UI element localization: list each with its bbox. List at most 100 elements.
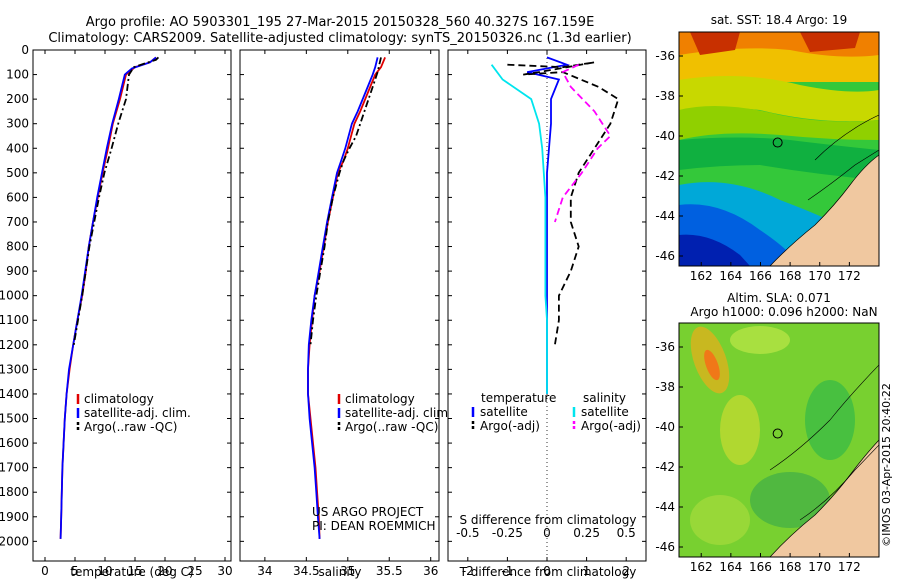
x-tick-label: 15 (127, 564, 142, 578)
x-tick-label: 5 (71, 564, 79, 578)
x-tick-label: 35 (340, 564, 355, 578)
sla-map-frame (678, 322, 880, 558)
y-tick-label: 1100 (0, 313, 29, 327)
x-tick-label: 10 (97, 564, 112, 578)
map-x-tick-label: 172 (838, 560, 861, 574)
map-y-tick-label: -46 (655, 249, 675, 263)
sst-deep-blue-band (679, 234, 750, 266)
legend-label: satellite (581, 405, 629, 419)
map-y-tick-label: -42 (655, 169, 675, 183)
y-tick-label: 300 (6, 117, 29, 131)
sla-map-title-line2: Argo h1000: 0.096 h2000: NaN (690, 305, 877, 319)
x-tick-label: 35.5 (376, 564, 403, 578)
legend-salinity-title: salinity (583, 391, 626, 405)
y-tick-label: 800 (6, 240, 29, 254)
y-tick-label: 200 (6, 92, 29, 106)
top-tick-label: -0.25 (492, 526, 523, 540)
y-tick-label: 1400 (0, 387, 29, 401)
y-tick-label: 1200 (0, 338, 29, 352)
series-line-argo-raw-qc- (309, 57, 382, 345)
map-y-tick-label: -38 (655, 89, 675, 103)
series-line-satellite-adj-clim- (307, 57, 379, 539)
map-x-tick-label: 162 (690, 269, 713, 283)
difference-top-xlabel: S difference from climatology (460, 513, 637, 527)
x-tick-label: 34.5 (293, 564, 320, 578)
sla-argo-position-marker (772, 428, 783, 439)
top-tick-label: -0.5 (456, 526, 479, 540)
series-line-satellite-adj-clim- (59, 56, 157, 539)
map-x-tick-label: 168 (779, 560, 802, 574)
sla-yellow-patch (720, 395, 760, 465)
x-tick-label: 20 (157, 564, 172, 578)
difference-xlabel: T difference from climatology (459, 565, 637, 579)
x-tick-label: 36 (423, 564, 438, 578)
legend-label: satellite (480, 405, 528, 419)
sst-yellow-band (679, 76, 879, 122)
map-y-tick-label: -46 (655, 540, 675, 554)
x-tick-label: 0 (543, 564, 551, 578)
sst-map-frame (678, 31, 880, 267)
sst-map-contour-2 (807, 149, 879, 201)
header-line1: Argo profile: AO 5903301_195 27-Mar-2015… (86, 15, 595, 30)
y-tick-label: 1500 (0, 412, 29, 426)
map-x-tick-label: 164 (719, 560, 742, 574)
difference-panel: -2 -1 0 1 2 S difference from climatology -0… (447, 49, 647, 579)
difference-legend: temperature salinitysatelliteArgo(-adj)sa… (471, 391, 641, 433)
salinity-plot-frame (239, 49, 440, 562)
sst-hot-patch-east (800, 32, 860, 52)
y-tick-label: 700 (6, 215, 29, 229)
map-x-tick-label: 162 (690, 560, 713, 574)
y-tick-label: 1800 (0, 485, 29, 499)
series-line-argo-raw-qc- (72, 56, 160, 345)
x-tick-label: 30 (217, 564, 232, 578)
y-tick-label: 500 (6, 166, 29, 180)
y-tick-label: 1600 (0, 436, 29, 450)
legend-label: Argo(-adj) (581, 419, 641, 433)
legend-label: climatology (84, 392, 154, 406)
legend-label: Argo(-adj) (480, 419, 540, 433)
header-line2: Climatology: CARS2009. Satellite-adjuste… (48, 31, 631, 46)
top-tick-label: 0.5 (617, 526, 636, 540)
map-y-tick-label: -44 (655, 500, 675, 514)
x-tick-label: -2 (462, 564, 474, 578)
legend-label: climatology (345, 392, 415, 406)
x-tick-label: 0 (41, 564, 49, 578)
sst-map-title: sat. SST: 18.4 Argo: 19 (711, 13, 848, 27)
sla-map-land (769, 439, 879, 557)
temperature-plot-frame (32, 49, 232, 562)
y-tick-label: 600 (6, 190, 29, 204)
pi-annotation: PI: DEAN ROEMMICH (312, 519, 435, 533)
sla-map-contour-2 (799, 444, 879, 521)
map-x-tick-label: 166 (749, 560, 772, 574)
map-x-tick-label: 170 (808, 560, 831, 574)
project-annotation: US ARGO PROJECT (312, 505, 424, 519)
map-x-tick-label: 166 (749, 269, 772, 283)
sst-hot-patch-west (690, 32, 740, 55)
map-y-tick-label: -36 (655, 49, 675, 63)
x-tick-label: 34 (257, 564, 272, 578)
y-tick-label: 0 (21, 43, 29, 57)
credit-text: ©IMOS 03-Apr-2015 20:40:22 (880, 383, 893, 547)
top-tick-label: 0 (543, 526, 551, 540)
sla-map-title-line1: Altim. SLA: 0.071 (727, 291, 831, 305)
map-y-tick-label: -40 (655, 129, 675, 143)
x-tick-label: 2 (622, 564, 630, 578)
x-tick-label: 1 (583, 564, 591, 578)
map-y-tick-label: -42 (655, 460, 675, 474)
sla-light-patch (730, 326, 790, 354)
series-line-t-argo-adj- (507, 61, 620, 345)
map-y-tick-label: -36 (655, 340, 675, 354)
top-tick-label: 0.25 (573, 526, 600, 540)
sla-south-patch (690, 495, 750, 545)
sst-argo-position-marker (772, 137, 783, 148)
legend-label: Argo(..raw -QC) (345, 420, 438, 434)
x-tick-label: -1 (501, 564, 513, 578)
sst-map-contour (814, 114, 879, 161)
map-y-tick-label: -40 (655, 420, 675, 434)
sst-map-land (769, 154, 879, 266)
legend-label: satellite-adj. clim. (345, 406, 452, 420)
map-x-tick-label: 172 (838, 269, 861, 283)
map-x-tick-label: 164 (719, 269, 742, 283)
